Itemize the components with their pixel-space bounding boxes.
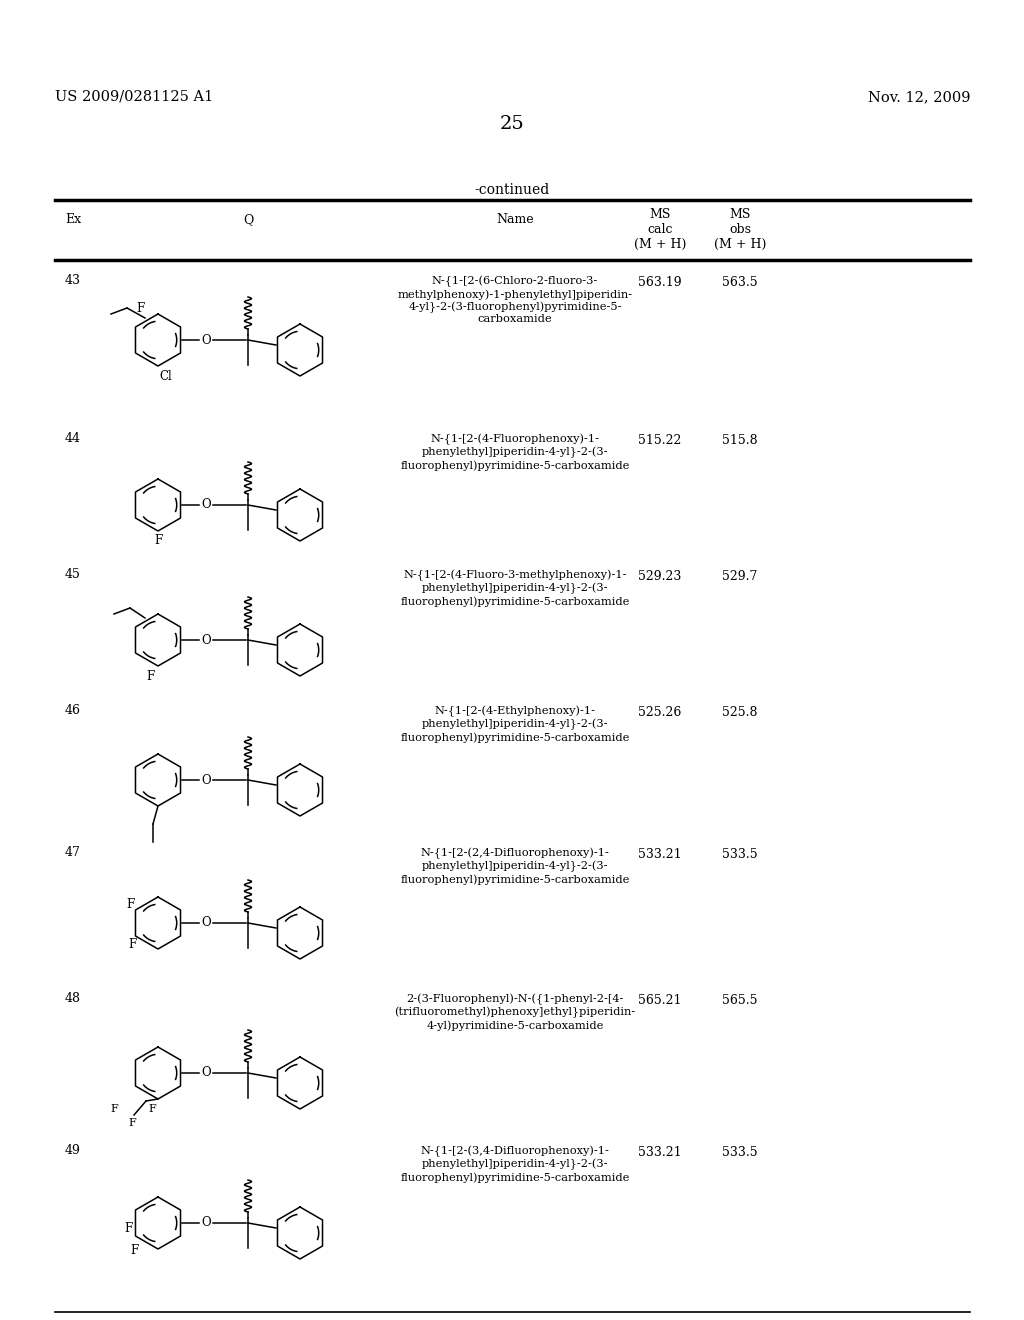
Text: 515.22: 515.22	[638, 434, 682, 447]
Text: 43: 43	[65, 275, 81, 286]
Text: Q: Q	[243, 213, 253, 226]
Text: 2-(3-Fluorophenyl)-N-({1-phenyl-2-[4-
(trifluoromethyl)phenoxy]ethyl}piperidin-
: 2-(3-Fluorophenyl)-N-({1-phenyl-2-[4- (t…	[394, 994, 636, 1031]
Text: N-{1-[2-(3,4-Difluorophenoxy)-1-
phenylethyl]piperidin-4-yl}-2-(3-
fluorophenyl): N-{1-[2-(3,4-Difluorophenoxy)-1- phenyle…	[400, 1146, 630, 1183]
Text: N-{1-[2-(4-Fluoro-3-methylphenoxy)-1-
phenylethyl]piperidin-4-yl}-2-(3-
fluoroph: N-{1-[2-(4-Fluoro-3-methylphenoxy)-1- ph…	[400, 570, 630, 607]
Text: O: O	[201, 499, 211, 511]
Text: Ex: Ex	[65, 213, 81, 226]
Text: 515.8: 515.8	[722, 434, 758, 447]
Text: 44: 44	[65, 432, 81, 445]
Text: 529.23: 529.23	[638, 570, 682, 583]
Text: MS
obs
(M + H): MS obs (M + H)	[714, 209, 766, 251]
Text: F: F	[126, 899, 134, 912]
Text: 48: 48	[65, 993, 81, 1005]
Text: F: F	[136, 301, 144, 314]
Text: Name: Name	[497, 213, 534, 226]
Text: N-{1-[2-(4-Fluorophenoxy)-1-
phenylethyl]piperidin-4-yl}-2-(3-
fluorophenyl)pyri: N-{1-[2-(4-Fluorophenoxy)-1- phenylethyl…	[400, 434, 630, 471]
Text: F: F	[154, 535, 162, 548]
Text: MS
calc
(M + H): MS calc (M + H)	[634, 209, 686, 251]
Text: F: F	[128, 1118, 136, 1129]
Text: 46: 46	[65, 704, 81, 717]
Text: 529.7: 529.7	[722, 570, 758, 583]
Text: F: F	[145, 669, 155, 682]
Text: 47: 47	[65, 846, 81, 859]
Text: 49: 49	[65, 1144, 81, 1158]
Text: N-{1-[2-(4-Ethylphenoxy)-1-
phenylethyl]piperidin-4-yl}-2-(3-
fluorophenyl)pyrim: N-{1-[2-(4-Ethylphenoxy)-1- phenylethyl]…	[400, 706, 630, 743]
Text: F: F	[124, 1221, 132, 1234]
Text: 525.26: 525.26	[638, 706, 682, 719]
Text: O: O	[201, 634, 211, 647]
Text: Nov. 12, 2009: Nov. 12, 2009	[867, 90, 970, 104]
Text: F: F	[148, 1104, 156, 1114]
Text: O: O	[201, 1067, 211, 1080]
Text: F: F	[128, 939, 136, 952]
Text: 533.21: 533.21	[638, 847, 682, 861]
Text: O: O	[201, 774, 211, 787]
Text: Cl: Cl	[160, 370, 172, 383]
Text: F: F	[111, 1104, 118, 1114]
Text: O: O	[201, 1217, 211, 1229]
Text: 565.21: 565.21	[638, 994, 682, 1007]
Text: US 2009/0281125 A1: US 2009/0281125 A1	[55, 90, 213, 104]
Text: 563.19: 563.19	[638, 276, 682, 289]
Text: 565.5: 565.5	[722, 994, 758, 1007]
Text: O: O	[201, 916, 211, 929]
Text: 45: 45	[65, 568, 81, 581]
Text: N-{1-[2-(6-Chloro-2-fluoro-3-
methylphenoxy)-1-phenylethyl]piperidin-
4-yl}-2-(3: N-{1-[2-(6-Chloro-2-fluoro-3- methylphen…	[397, 276, 633, 325]
Text: 25: 25	[500, 115, 524, 133]
Text: 533.5: 533.5	[722, 1146, 758, 1159]
Text: O: O	[201, 334, 211, 346]
Text: -continued: -continued	[474, 183, 550, 197]
Text: 533.5: 533.5	[722, 847, 758, 861]
Text: 563.5: 563.5	[722, 276, 758, 289]
Text: 525.8: 525.8	[722, 706, 758, 719]
Text: N-{1-[2-(2,4-Difluorophenoxy)-1-
phenylethyl]piperidin-4-yl}-2-(3-
fluorophenyl): N-{1-[2-(2,4-Difluorophenoxy)-1- phenyle…	[400, 847, 630, 884]
Text: F: F	[130, 1245, 138, 1258]
Text: 533.21: 533.21	[638, 1146, 682, 1159]
